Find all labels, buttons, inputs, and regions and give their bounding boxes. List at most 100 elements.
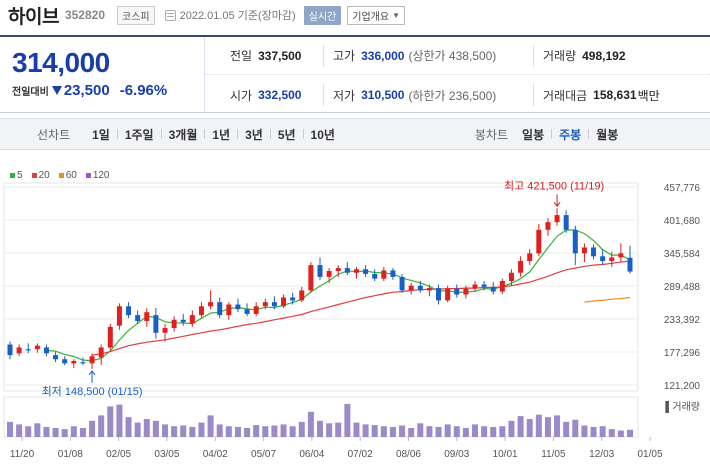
candle-body	[180, 319, 186, 323]
range-3m[interactable]: 3개월	[168, 127, 198, 142]
candle-daily[interactable]: 일봉	[522, 127, 545, 142]
legend-swatch	[85, 172, 91, 178]
volume-bar	[581, 425, 588, 437]
x-tick-label: 01/05	[637, 449, 662, 460]
legend-item-ma120: 120	[85, 170, 110, 181]
candle-body	[363, 269, 369, 274]
realtime-button[interactable]: 실시간	[303, 5, 342, 25]
candle-body	[235, 304, 241, 310]
x-tick-label: 01/08	[58, 449, 83, 460]
candle-body	[116, 306, 122, 326]
range-10y[interactable]: 10년	[310, 127, 335, 142]
volume-bar	[490, 426, 497, 437]
volume-bar	[152, 420, 159, 437]
volume-bar	[162, 424, 168, 437]
volume-bar	[79, 428, 86, 437]
divider	[323, 84, 324, 106]
stat-low: 저가 310,500 (하한가 236,500)	[333, 87, 496, 104]
candle-body	[472, 284, 478, 289]
candle-body	[189, 315, 195, 324]
stat-prev-label: 전일	[230, 49, 253, 63]
stat-volume-label: 거래량	[543, 49, 577, 63]
candle-body	[609, 257, 615, 261]
company-info-dropdown[interactable]: 기업개요 ▼	[347, 5, 405, 25]
x-tick-label: 11/20	[10, 449, 35, 460]
range-5y[interactable]: 5년	[277, 127, 296, 142]
legend-item-ma60: 60	[58, 170, 77, 181]
candle-body	[16, 347, 22, 354]
volume-label: ▌거래량	[665, 400, 700, 414]
candle-body	[107, 326, 113, 348]
candle-body	[253, 306, 259, 314]
stats-row-1: 전일 337,500 고가 336,000 (상한가 438,500) 거래량 …	[205, 37, 710, 75]
candle-weekly[interactable]: 주봉	[559, 127, 582, 142]
candle-body	[372, 273, 378, 279]
volume-bar	[344, 403, 351, 437]
candle-body	[198, 306, 204, 316]
volume-bar	[563, 421, 570, 437]
volume-bar	[590, 426, 597, 437]
volume-bar	[25, 426, 32, 437]
stat-open-label: 시가	[230, 88, 253, 103]
stat-amount-unit: 백만	[637, 88, 660, 103]
volume-bar	[98, 415, 105, 437]
candle-body	[171, 319, 177, 329]
candle-body	[353, 269, 359, 273]
volume-bar	[371, 425, 378, 437]
candle-body	[627, 257, 633, 272]
current-price: 314,000	[12, 47, 110, 78]
range-1w[interactable]: 1주일	[124, 127, 154, 142]
ma-legend: 5 20 60 120	[10, 170, 110, 181]
divider	[533, 84, 534, 106]
legend-label: 20	[38, 170, 50, 181]
stat-lower-limit: (하한가 236,500)	[408, 88, 497, 103]
candle-body	[508, 272, 514, 281]
market-badge: 코스피	[117, 5, 155, 25]
candle-body	[89, 356, 95, 364]
candle-body	[481, 284, 487, 287]
volume-bar	[526, 419, 533, 437]
volume-bar	[34, 423, 41, 437]
candle-body	[335, 268, 341, 271]
candle-body	[436, 288, 442, 301]
candle-body	[34, 345, 40, 350]
legend-swatch	[58, 172, 64, 178]
range-3y[interactable]: 3년	[245, 127, 263, 142]
volume-bar	[535, 414, 542, 437]
change-row: 전일대비 23,500 -6.96%	[12, 82, 204, 99]
candle-body	[399, 276, 405, 291]
candle-body	[308, 265, 314, 291]
candle-body	[390, 270, 396, 277]
volume-bar	[408, 428, 415, 437]
candle-body	[591, 247, 597, 257]
volume-bar	[353, 422, 360, 437]
volume-bar	[61, 429, 68, 437]
legend-label: 5	[17, 170, 23, 181]
y-tick-label: 177,296	[664, 348, 701, 359]
y-tick-label: 457,776	[664, 183, 701, 194]
high-annotation: 최고 421,500 (11/19)	[504, 179, 604, 192]
volume-bar	[298, 421, 305, 437]
x-tick-label: 05/07	[251, 449, 276, 460]
candle-body	[62, 359, 68, 364]
volume-bar	[435, 426, 442, 437]
candle-monthly[interactable]: 월봉	[596, 127, 619, 142]
stat-open: 시가 332,500	[230, 87, 301, 104]
chart-toolbar: 선차트 1일 1주일 3개월 1년 3년 5년 10년 봉차트 일봉 주봉 월봉	[0, 118, 710, 150]
stat-amount: 거래대금 158,631 백만	[543, 87, 660, 104]
volume-bar	[307, 411, 314, 437]
range-1d[interactable]: 1일	[92, 127, 110, 142]
candle-body	[271, 302, 277, 307]
volume-bar	[417, 423, 424, 437]
candle-body	[554, 215, 560, 223]
volume-bar	[335, 422, 342, 437]
candle-body	[299, 290, 305, 301]
range-1y[interactable]: 1년	[212, 127, 231, 142]
stat-low-value: 310,500	[361, 88, 405, 102]
volume-bar	[52, 428, 59, 437]
plot-frame	[3, 182, 639, 392]
volume-bar	[253, 425, 260, 437]
volume-bar	[198, 422, 205, 437]
volume-bar	[171, 426, 178, 437]
y-tick-label: 345,584	[664, 249, 701, 260]
